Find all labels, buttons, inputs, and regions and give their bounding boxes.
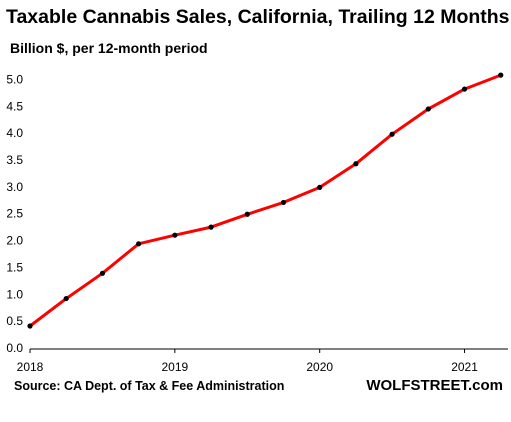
data-point [136, 241, 142, 247]
brand-logo-text: WOLFSTREET.com [366, 377, 503, 394]
data-point [461, 86, 468, 92]
data-point [27, 323, 33, 329]
chart-title: Taxable Cannabis Sales, California, Trai… [6, 6, 510, 28]
data-point [244, 211, 250, 217]
data-point [498, 72, 504, 78]
series-group [27, 72, 504, 329]
y-tick-label: 0.5 [6, 314, 23, 328]
x-tick-label: 2019 [161, 360, 188, 374]
chart-subtitle: Billion $, per 12-month period [10, 40, 208, 56]
data-point [208, 224, 214, 230]
data-point [63, 295, 69, 302]
data-point [99, 270, 106, 276]
y-tick-label: 1.0 [6, 287, 23, 301]
y-tick-label: 3.5 [6, 153, 23, 167]
y-tick-label: 2.0 [6, 234, 23, 248]
data-point [425, 106, 431, 112]
x-tick-labels: 2018 2019 2020 2021 [17, 349, 478, 374]
series-line [28, 73, 503, 328]
y-tick-label: 4.0 [6, 126, 23, 140]
y-tick-label: 2.5 [6, 207, 23, 221]
y-tick-label: 0.0 [6, 341, 23, 355]
y-tick-label: 1.5 [6, 260, 23, 274]
x-tick-label: 2018 [17, 360, 44, 374]
data-point [280, 199, 287, 206]
data-point [172, 232, 178, 238]
y-tick-label: 3.0 [6, 180, 23, 194]
data-point [389, 131, 395, 137]
data-point [353, 161, 359, 167]
source-note: Source: CA Dept. of Tax & Fee Administra… [14, 379, 285, 393]
y-tick-label: 5.0 [6, 72, 23, 86]
x-tick-label: 2021 [451, 360, 478, 374]
y-tick-labels: 0.0 0.5 1.0 1.5 2.0 2.5 3.0 3.5 4.0 4.5 5.0 [6, 72, 23, 355]
data-point [317, 184, 323, 190]
x-tick-label: 2020 [306, 360, 333, 374]
y-tick-label: 4.5 [6, 99, 23, 113]
